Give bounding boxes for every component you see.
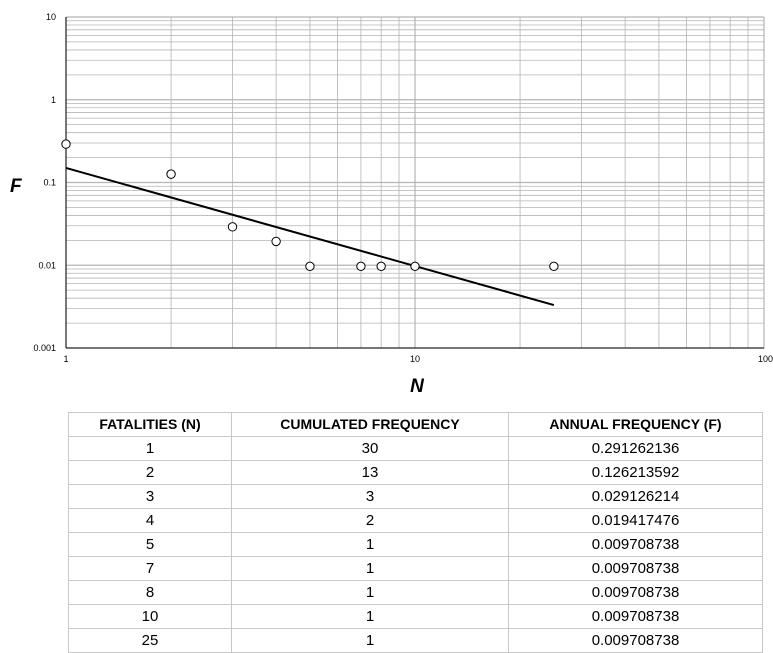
table-row: 2 13 0.126213592 bbox=[68, 460, 763, 485]
cell-annual-frequency: 0.009708738 bbox=[508, 604, 763, 629]
cell-annual-frequency: 0.291262136 bbox=[508, 436, 763, 461]
chart-trendline-group bbox=[65, 166, 555, 307]
header-fatalities: FATALITIES (N) bbox=[68, 412, 232, 437]
cell-annual-frequency: 0.009708738 bbox=[508, 532, 763, 557]
header-cumulated-frequency: CUMULATED FREQUENCY bbox=[231, 412, 509, 437]
cell-annual-frequency: 0.126213592 bbox=[508, 460, 763, 485]
cell-cumulated-frequency: 1 bbox=[231, 532, 509, 557]
chart-points bbox=[61, 139, 559, 272]
y-tick-label: 0.001 bbox=[33, 343, 56, 353]
trendline bbox=[65, 166, 555, 307]
data-point bbox=[549, 261, 559, 272]
table-row: 3 3 0.029126214 bbox=[68, 484, 763, 509]
y-axis-title: F bbox=[10, 176, 23, 197]
x-tick-label: 100 bbox=[758, 354, 773, 364]
chart-grid bbox=[65, 16, 765, 349]
data-point bbox=[305, 261, 315, 272]
data-point bbox=[356, 261, 366, 272]
cell-annual-frequency: 0.009708738 bbox=[508, 556, 763, 581]
table-header-row: FATALITIES (N) CUMULATED FREQUENCY ANNUA… bbox=[68, 412, 763, 437]
chart-tick-labels: 1 10 100 10 1 0.1 0.01 0.001 bbox=[33, 12, 773, 364]
cell-cumulated-frequency: 1 bbox=[231, 580, 509, 605]
cell-cumulated-frequency: 1 bbox=[231, 604, 509, 629]
table-row: 7 1 0.009708738 bbox=[68, 556, 763, 581]
table-row: 1 30 0.291262136 bbox=[68, 436, 763, 461]
cell-fatalities: 2 bbox=[68, 460, 232, 485]
table-row: 10 1 0.009708738 bbox=[68, 604, 763, 629]
y-tick-label: 1 bbox=[51, 95, 56, 105]
chart-axes bbox=[65, 17, 764, 349]
cell-fatalities: 4 bbox=[68, 508, 232, 533]
data-point bbox=[410, 261, 420, 272]
cell-annual-frequency: 0.019417476 bbox=[508, 508, 763, 533]
table-row: 8 1 0.009708738 bbox=[68, 580, 763, 605]
cell-fatalities: 8 bbox=[68, 580, 232, 605]
cell-cumulated-frequency: 2 bbox=[231, 508, 509, 533]
y-tick-label: 10 bbox=[46, 12, 56, 22]
data-point bbox=[166, 169, 176, 179]
cell-annual-frequency: 0.009708738 bbox=[508, 580, 763, 605]
data-point bbox=[227, 222, 238, 232]
cell-fatalities: 3 bbox=[68, 484, 232, 509]
fn-chart: 1 10 100 10 1 0.1 0.01 0.001 F N bbox=[10, 12, 773, 397]
table-body: 1 30 0.291262136 2 13 0.126213592 3 3 0.02912621… bbox=[68, 436, 763, 653]
cell-cumulated-frequency: 13 bbox=[231, 460, 509, 485]
data-point bbox=[61, 139, 71, 149]
x-tick-label: 1 bbox=[63, 354, 68, 364]
cell-fatalities: 5 bbox=[68, 532, 232, 557]
data-table-container: FATALITIES (N) CUMULATED FREQUENCY ANNUA… bbox=[68, 412, 763, 653]
cell-fatalities: 1 bbox=[68, 436, 232, 461]
cell-fatalities: 10 bbox=[68, 604, 232, 629]
cell-cumulated-frequency: 3 bbox=[231, 484, 509, 509]
table-row: 4 2 0.019417476 bbox=[68, 508, 763, 533]
table-row: 5 1 0.009708738 bbox=[68, 532, 763, 557]
cell-annual-frequency: 0.029126214 bbox=[508, 484, 763, 509]
y-tick-label: 0.01 bbox=[38, 260, 56, 270]
y-tick-label: 0.1 bbox=[43, 178, 56, 188]
cell-cumulated-frequency: 1 bbox=[231, 556, 509, 581]
cell-cumulated-frequency: 30 bbox=[231, 436, 509, 461]
fn-data-table: FATALITIES (N) CUMULATED FREQUENCY ANNUA… bbox=[68, 412, 763, 653]
x-tick-label: 10 bbox=[410, 354, 420, 364]
x-axis-title: N bbox=[410, 376, 425, 397]
header-annual-frequency: ANNUAL FREQUENCY (F) bbox=[508, 412, 763, 437]
data-point bbox=[376, 261, 386, 272]
data-point bbox=[271, 236, 281, 247]
cell-fatalities: 7 bbox=[68, 556, 232, 581]
